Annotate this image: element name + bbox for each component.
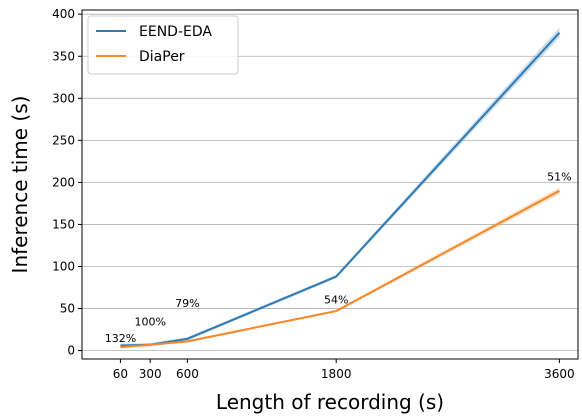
- legend: EEND-EDA DiaPer: [87, 15, 239, 75]
- series-lines: [120, 32, 561, 349]
- y-axis-label: Inference time (s): [8, 96, 32, 274]
- y-tick-label: 100: [52, 259, 75, 273]
- percent-annotation: 54%: [324, 293, 348, 306]
- y-tick-label: 50: [60, 302, 75, 316]
- y-tick-label: 200: [52, 175, 75, 189]
- legend-label: DiaPer: [139, 49, 185, 65]
- legend-label: EEND-EDA: [139, 24, 212, 40]
- percent-annotation: 100%: [134, 315, 165, 328]
- y-tick-label: 300: [52, 91, 75, 105]
- percent-annotation: 132%: [105, 332, 136, 345]
- grid-lines: [82, 13, 578, 351]
- percentage-annotations: 132% 100% 79% 54% 51%: [105, 171, 572, 345]
- percent-annotation: 79%: [175, 297, 199, 310]
- x-tick-label: 60: [113, 367, 128, 381]
- confidence-band: [120, 187, 560, 349]
- x-axis-label: Length of recording (s): [216, 390, 444, 414]
- y-tick-label: 0: [67, 344, 75, 358]
- percent-annotation: 51%: [547, 171, 571, 184]
- x-axis-ticks: 60 300 600 1800 3600: [113, 359, 575, 381]
- x-tick-label: 1800: [321, 367, 352, 381]
- y-tick-label: 400: [52, 7, 75, 21]
- plot-frame: [81, 9, 579, 360]
- y-tick-label: 350: [52, 49, 75, 63]
- x-tick-label: 600: [176, 367, 199, 381]
- x-tick-label: 300: [139, 367, 162, 381]
- y-axis-ticks: 0 50 100 150 200 250 300 350 400: [52, 7, 82, 358]
- series-line: [120, 189, 560, 349]
- y-tick-label: 150: [52, 217, 75, 231]
- y-tick-label: 250: [52, 133, 75, 147]
- x-tick-label: 3600: [544, 367, 575, 381]
